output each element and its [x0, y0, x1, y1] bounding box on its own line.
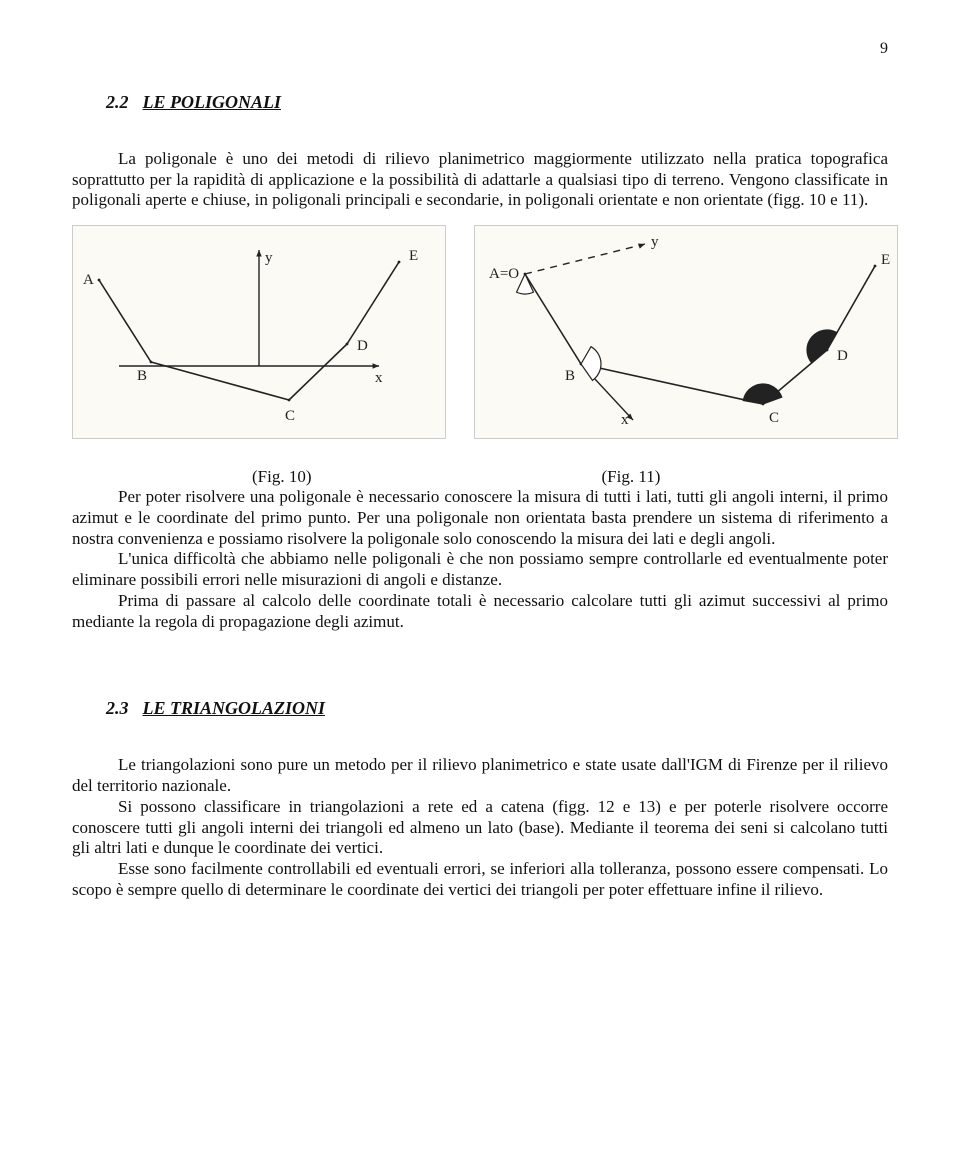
svg-text:x: x: [621, 412, 629, 428]
fig11-caption: (Fig. 11): [602, 467, 661, 487]
figure-11: A=O B C D Ey x: [474, 225, 898, 439]
svg-text:C: C: [769, 410, 779, 426]
svg-text:B: B: [137, 368, 147, 384]
paragraph: Si possono classificare in triangolazion…: [72, 797, 888, 859]
paragraph: Per poter risolvere una poligonale è nec…: [72, 487, 888, 549]
svg-text:y: y: [265, 250, 273, 266]
paragraph: La poligonale è uno dei metodi di riliev…: [72, 149, 888, 211]
svg-text:A=O: A=O: [489, 266, 519, 282]
section-heading-1: 2.2 LE POLIGONALI: [72, 76, 888, 131]
section-heading-2: 2.3 LE TRIANGOLAZIONI: [72, 682, 888, 737]
paragraph: Esse sono facilmente controllabili ed ev…: [72, 859, 888, 900]
fig11-svg: A=O B C D Ey x: [481, 232, 891, 432]
svg-text:D: D: [837, 348, 848, 364]
section-title-1: LE POLIGONALI: [143, 92, 282, 113]
svg-text:C: C: [285, 408, 295, 424]
svg-text:E: E: [409, 248, 418, 264]
fig10-svg: A B C D Ey x: [79, 232, 439, 432]
figure-caption-row: (Fig. 10) (Fig. 11): [72, 467, 888, 487]
paragraph: Le triangolazioni sono pure un metodo pe…: [72, 755, 888, 796]
paragraph: Prima di passare al calcolo delle coordi…: [72, 591, 888, 632]
svg-text:B: B: [565, 368, 575, 384]
figure-10: A B C D Ey x: [72, 225, 446, 439]
svg-text:y: y: [651, 234, 659, 250]
figures-row: A B C D Ey x A=O B C D Ey x: [72, 225, 888, 439]
svg-text:E: E: [881, 252, 890, 268]
section-prefix-1: 2.2: [106, 92, 129, 112]
fig10-caption: (Fig. 10): [252, 467, 312, 487]
svg-text:D: D: [357, 338, 368, 354]
svg-text:A: A: [83, 272, 94, 288]
section-title-2: LE TRIANGOLAZIONI: [143, 698, 326, 719]
section-prefix-2: 2.3: [106, 698, 129, 718]
paragraph: L'unica difficoltà che abbiamo nelle pol…: [72, 549, 888, 590]
page-number: 9: [72, 40, 888, 58]
svg-text:x: x: [375, 370, 383, 386]
